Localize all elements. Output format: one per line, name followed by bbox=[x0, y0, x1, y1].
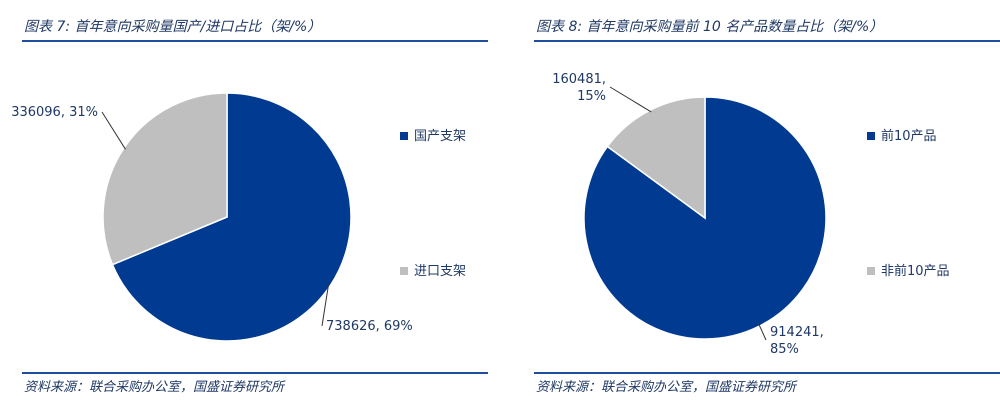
title-divider bbox=[22, 40, 488, 42]
leader-line bbox=[101, 111, 126, 150]
legend-label: 国产支架 bbox=[414, 129, 466, 144]
pie-slice bbox=[102, 92, 228, 266]
chart-title: 图表 7: 首年意向采购量国产/进口占比（架/%） bbox=[24, 19, 322, 35]
leader-line bbox=[609, 86, 652, 113]
chart-panel-right: 图表 8: 首年意向采购量前 10 名产品数量占比（架/%） 914241, 85… bbox=[512, 0, 1000, 407]
chart-panel-left: 图表 7: 首年意向采购量国产/进口占比（架/%） 738626, 69% 国产支… bbox=[0, 0, 488, 407]
data-label: 160481, 15% bbox=[552, 72, 606, 104]
pie-slice bbox=[606, 96, 706, 220]
legend-swatch bbox=[400, 132, 408, 140]
source-divider bbox=[534, 372, 1000, 374]
pie-slice bbox=[111, 92, 352, 342]
chart-title: 图表 8: 首年意向采购量前 10 名产品数量占比（架/%） bbox=[536, 19, 884, 35]
title-divider bbox=[534, 40, 1000, 42]
legend-label: 前10产品 bbox=[881, 128, 937, 144]
data-label: 914241, 85% bbox=[770, 325, 824, 357]
legend-label: 非前10产品 bbox=[881, 263, 950, 279]
legend-swatch bbox=[400, 267, 408, 275]
source-divider bbox=[22, 372, 488, 374]
pie-chart-top10-products: 914241, 85% 前10产品 160481, 15% 非前10产品 bbox=[552, 72, 950, 357]
chart-source: 资料来源：联合采购办公室，国盛证券研究所 bbox=[24, 380, 285, 395]
leader-line bbox=[758, 323, 767, 341]
leader-line bbox=[321, 284, 329, 327]
legend-swatch bbox=[867, 132, 875, 140]
data-label: 738626, 69% bbox=[326, 319, 413, 334]
data-label: 336096, 31% bbox=[11, 105, 98, 120]
pie-chart-domestic-import: 738626, 69% 国产支架 336096, 31% 进口支架 bbox=[11, 92, 466, 342]
legend-label: 进口支架 bbox=[414, 264, 466, 279]
legend-swatch bbox=[867, 267, 875, 275]
chart-source: 资料来源：联合采购办公室，国盛证券研究所 bbox=[536, 380, 797, 395]
